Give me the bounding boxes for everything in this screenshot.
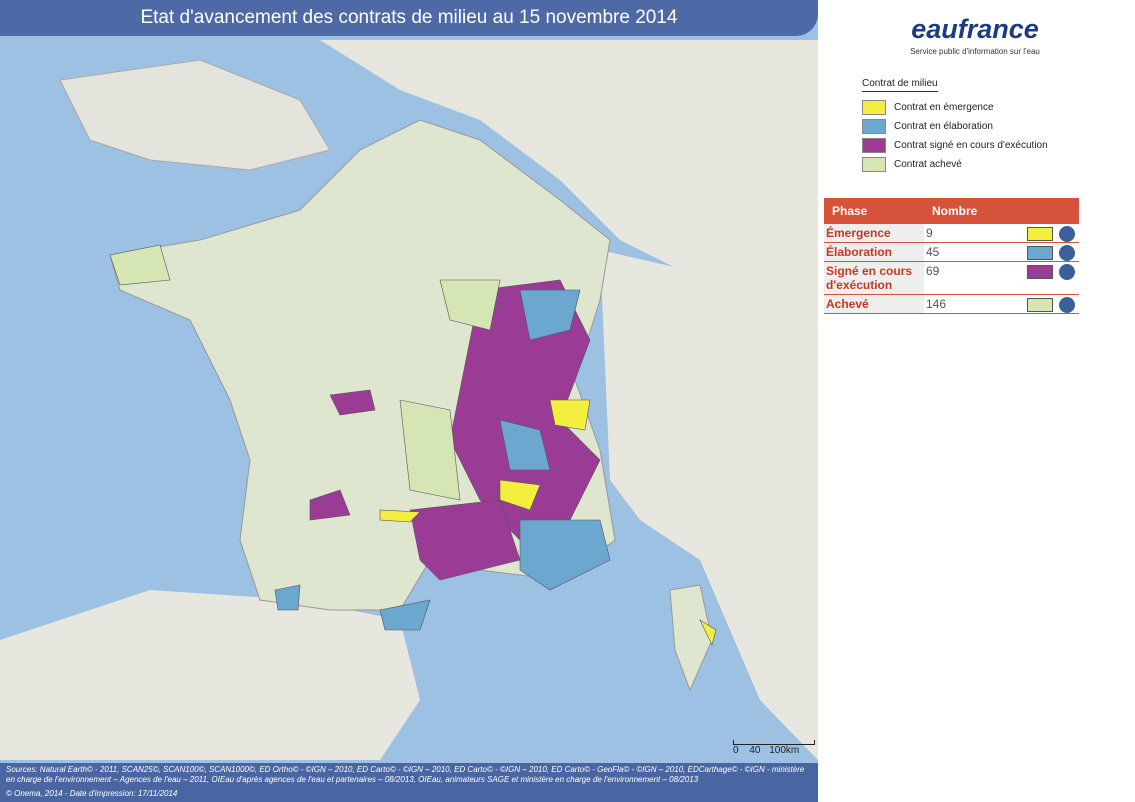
- summary-table: Phase Nombre Émergence 9 Élaboration 45 Sign…: [824, 198, 1079, 314]
- count: 9: [926, 226, 933, 240]
- row-swatch: [1027, 227, 1053, 241]
- legend-item: Contrat achevé: [862, 155, 1048, 174]
- legend-label: Contrat en émergence: [894, 102, 994, 113]
- map-icon[interactable]: [1059, 264, 1075, 280]
- legend-label: Contrat signé en cours d'exécution: [894, 140, 1048, 151]
- count-cell: 146: [924, 294, 1079, 314]
- logo: eaufrance Service public d'information s…: [900, 14, 1050, 56]
- column-header[interactable]: Phase: [824, 198, 924, 224]
- logo-name: eaufrance: [911, 14, 1039, 44]
- column-header[interactable]: Nombre: [924, 198, 1079, 224]
- legend: Contrat de milieu Contrat en émergence Co…: [862, 78, 1048, 174]
- legend-item: Contrat en élaboration: [862, 117, 1048, 136]
- scale-label: 0: [733, 745, 739, 756]
- legend-label: Contrat en élaboration: [894, 121, 993, 132]
- table-row: Émergence 9: [824, 224, 1079, 243]
- legend-title: Contrat de milieu: [862, 78, 938, 92]
- scale-label: 100km: [769, 745, 800, 756]
- legend-item: Contrat signé en cours d'exécution: [862, 136, 1048, 155]
- table-row: Élaboration 45: [824, 242, 1079, 262]
- legend-swatch: [862, 119, 886, 134]
- map: [0, 0, 818, 802]
- count-cell: 69: [924, 261, 1079, 295]
- legend-label: Contrat achevé: [894, 159, 962, 170]
- legend-swatch: [862, 100, 886, 115]
- sources: Sources: Natural Earth© - 2011, SCAN25©,…: [6, 765, 805, 784]
- copyright: © Onema, 2014 - Date d'impression: 17/11…: [6, 789, 178, 798]
- count-cell: 45: [924, 242, 1079, 262]
- phase-cell: Émergence: [824, 224, 924, 243]
- legend-item: Contrat en émergence: [862, 98, 1048, 117]
- legend-swatch: [862, 157, 886, 172]
- count-cell: 9: [924, 224, 1079, 243]
- table-row: Signé en cours d'exécution 69: [824, 261, 1079, 295]
- scale-bar: 0 40 100km: [733, 740, 815, 756]
- row-swatch: [1027, 246, 1053, 260]
- map-icon[interactable]: [1059, 297, 1075, 313]
- legend-swatch: [862, 138, 886, 153]
- footer: Sources: Natural Earth© - 2011, SCAN25©,…: [0, 763, 818, 802]
- count: 146: [926, 297, 947, 311]
- logo-tagline: Service public d'information sur l'eau: [910, 47, 1040, 56]
- count: 45: [926, 245, 940, 259]
- count: 69: [926, 264, 940, 278]
- phase-cell: Élaboration: [824, 242, 924, 262]
- row-swatch: [1027, 298, 1053, 312]
- map-title: Etat d'avancement des contrats de milieu…: [0, 0, 818, 36]
- map-icon[interactable]: [1059, 245, 1075, 261]
- phase-cell: Achevé: [824, 294, 924, 314]
- row-swatch: [1027, 265, 1053, 279]
- map-icon[interactable]: [1059, 226, 1075, 242]
- table-row: Achevé 146: [824, 294, 1079, 314]
- scale-label: 40: [749, 745, 761, 756]
- phase-cell: Signé en cours d'exécution: [824, 261, 924, 295]
